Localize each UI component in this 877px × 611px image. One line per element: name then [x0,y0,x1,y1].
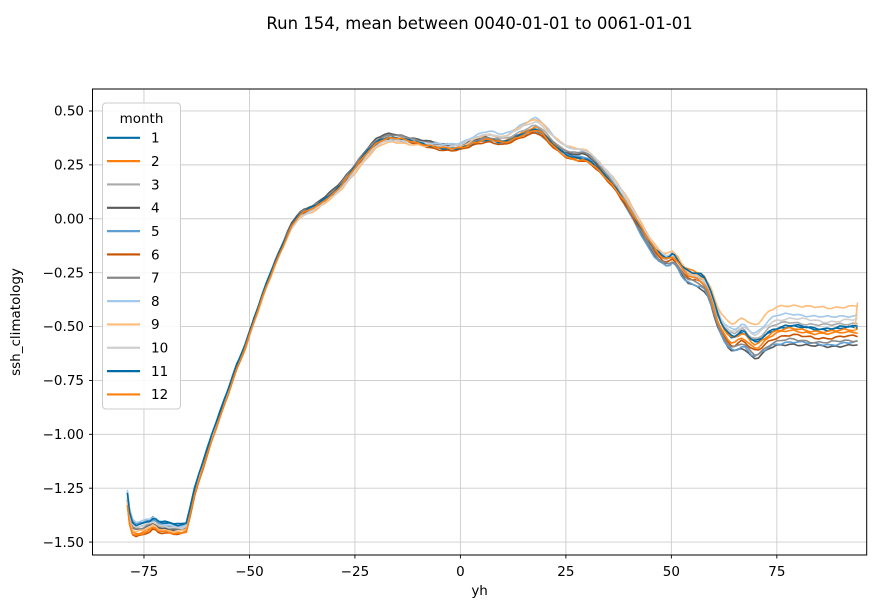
legend-item-6: 6 [107,247,160,263]
x-tick-label: −25 [341,564,370,580]
legend-label-month-10: 10 [151,341,168,357]
series-line-month-3 [126,124,858,530]
legend-item-12: 12 [107,387,168,403]
legend-item-3: 3 [107,177,160,193]
series-line-month-9 [126,119,859,533]
x-tick-label: 50 [663,564,680,580]
legend-label-month-7: 7 [151,271,160,287]
series-line-month-12 [126,129,858,536]
x-axis-label: yh [471,583,488,599]
legend-label-month-1: 1 [151,131,160,147]
x-tick-label: 25 [557,564,574,580]
grid-layer [92,89,867,555]
x-tick-label: −75 [130,564,159,580]
legend-title: month [120,111,164,127]
y-tick-label: −1.00 [43,427,84,443]
series-line-month-4 [126,130,858,531]
legend-label-month-4: 4 [151,201,160,217]
legend-item-4: 4 [107,201,160,217]
y-tick-label: −1.50 [43,535,84,551]
legend-label-month-2: 2 [151,154,160,170]
y-tick-label: 0.50 [54,104,84,120]
y-axis-label: ssh_climatology [8,268,24,376]
legend-box [102,102,181,410]
series-line-month-10 [126,121,858,530]
legend-item-11: 11 [107,364,168,380]
y-tick-label: −0.75 [43,373,84,389]
legend-label-month-5: 5 [151,224,160,240]
x-tick-label: 75 [768,564,785,580]
legend-item-7: 7 [107,271,160,287]
y-tick-label: −0.25 [43,265,84,281]
x-tick-label: 0 [456,564,465,580]
axes-layer: −75 −50 −25 0 25 50 750.500.250.00−0.25−0.50−0… [43,88,868,580]
legend-label-month-6: 6 [151,247,160,263]
y-tick-label: 0.25 [54,158,84,174]
legend-label-month-11: 11 [151,364,168,380]
chart-title: Run 154, mean between 0040-01-01 to 0061… [266,14,692,33]
legend-label-month-3: 3 [151,177,160,193]
legend-label-month-8: 8 [151,294,160,310]
legend-label-month-12: 12 [151,387,168,403]
legend-label-month-9: 9 [151,317,160,333]
y-tick-label: 0.00 [54,211,84,227]
legend-item-5: 5 [107,224,160,240]
legend-item-10: 10 [107,341,168,357]
x-tick-label: −50 [235,564,264,580]
legend-item-9: 9 [107,317,160,333]
axes-spines [92,88,868,556]
y-tick-label: −0.50 [43,319,84,335]
y-tick-label: −1.25 [43,481,84,497]
legend-item-1: 1 [107,131,160,147]
series-layer [126,116,859,538]
legend-item-2: 2 [107,154,160,170]
legend-item-8: 8 [107,294,160,310]
